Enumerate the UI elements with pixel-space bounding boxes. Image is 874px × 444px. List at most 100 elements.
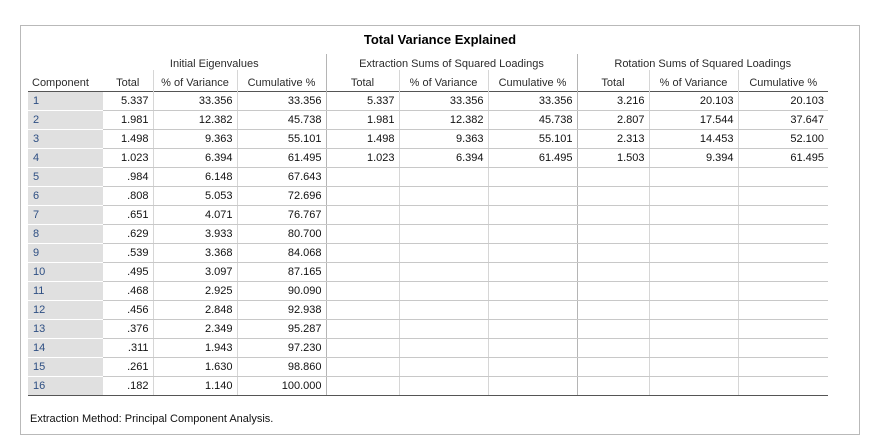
initial-cumulative-cell: 55.101 xyxy=(236,129,326,149)
initial-pct-variance-cell: 1.630 xyxy=(152,357,237,377)
extraction-cumulative-cell xyxy=(487,224,577,244)
extraction-cumulative-cell xyxy=(487,205,577,225)
extraction-pct-variance-cell xyxy=(398,243,488,263)
extraction-total-cell: 5.337 xyxy=(325,91,399,111)
initial-cumulative-cell: 100.000 xyxy=(236,376,326,396)
cumulative-header: Cumulative % xyxy=(737,70,828,92)
initial-pct-variance-cell: 33.356 xyxy=(152,91,237,111)
pct-variance-header: % of Variance xyxy=(152,70,237,92)
table-title: Total Variance Explained xyxy=(363,32,517,47)
table-row: 16.182 1.140 100.000 xyxy=(28,376,828,396)
rotation-total-cell xyxy=(576,262,649,282)
rotation-total-cell xyxy=(576,243,649,263)
output-table-panel: Total Variance Explained Initial Eigenva… xyxy=(20,25,860,435)
extraction-total-cell xyxy=(325,281,399,301)
extraction-total-cell: 1.981 xyxy=(325,110,399,130)
extraction-cumulative-cell xyxy=(487,262,577,282)
component-cell: 11 xyxy=(28,281,103,301)
table-row: 1 5.337 33.356 33.356 5.337 33.356 33.356 3.216… xyxy=(28,91,828,111)
rotation-pct-variance-cell xyxy=(648,376,738,396)
initial-total-cell: .376 xyxy=(103,319,153,339)
initial-pct-variance-cell: 2.349 xyxy=(152,319,237,339)
initial-pct-variance-cell: 6.148 xyxy=(152,167,237,187)
extraction-total-cell xyxy=(325,376,399,396)
extraction-cumulative-cell xyxy=(487,281,577,301)
rotation-cumulative-cell: 37.647 xyxy=(737,110,828,130)
initial-total-cell: .495 xyxy=(103,262,153,282)
initial-cumulative-cell: 98.860 xyxy=(236,357,326,377)
initial-cumulative-cell: 61.495 xyxy=(236,148,326,168)
component-cell: 5 xyxy=(28,167,103,187)
extraction-total-cell xyxy=(325,167,399,187)
initial-pct-variance-cell: 6.394 xyxy=(152,148,237,168)
rotation-total-cell xyxy=(576,205,649,225)
extraction-cumulative-cell xyxy=(487,319,577,339)
pct-variance-header: % of Variance xyxy=(648,70,738,92)
extraction-total-cell xyxy=(325,319,399,339)
rotation-total-cell xyxy=(576,281,649,301)
variance-table: Initial Eigenvalues Extraction Sums of S… xyxy=(28,54,828,396)
extraction-pct-variance-cell: 9.363 xyxy=(398,129,488,149)
rotation-pct-variance-cell xyxy=(648,319,738,339)
component-header: Component xyxy=(32,77,89,89)
initial-total-cell: .182 xyxy=(103,376,153,396)
component-cell: 3 xyxy=(28,129,103,149)
initial-pct-variance-cell: 3.933 xyxy=(152,224,237,244)
initial-eigenvalues-header: Initial Eigenvalues xyxy=(169,58,259,70)
cumulative-header: Cumulative % xyxy=(236,70,326,92)
initial-cumulative-cell: 72.696 xyxy=(236,186,326,206)
table-footnote: Extraction Method: Principal Component A… xyxy=(30,413,274,425)
initial-cumulative-cell: 90.090 xyxy=(236,281,326,301)
total-header: Total xyxy=(576,70,649,92)
extraction-cumulative-cell xyxy=(487,167,577,187)
initial-cumulative-cell: 33.356 xyxy=(236,91,326,111)
table-row: 3 1.498 9.363 55.101 1.498 9.363 55.101 2.313 14… xyxy=(28,129,828,149)
rotation-total-cell: 3.216 xyxy=(576,91,649,111)
extraction-pct-variance-cell: 33.356 xyxy=(398,91,488,111)
extraction-pct-variance-cell: 6.394 xyxy=(398,148,488,168)
initial-total-cell: .468 xyxy=(103,281,153,301)
extraction-pct-variance-cell xyxy=(398,300,488,320)
extraction-cumulative-cell xyxy=(487,376,577,396)
rotation-pct-variance-cell xyxy=(648,262,738,282)
table-row: 13.376 2.349 95.287 xyxy=(28,319,828,339)
initial-cumulative-cell: 76.767 xyxy=(236,205,326,225)
total-header: Total xyxy=(116,77,140,89)
extraction-total-cell xyxy=(325,243,399,263)
initial-pct-variance-cell: 1.943 xyxy=(152,338,237,358)
initial-total-cell: 1.498 xyxy=(103,129,153,149)
component-cell: 9 xyxy=(28,243,103,263)
extraction-cumulative-cell: 55.101 xyxy=(487,129,577,149)
table-row: 5.984 6.148 67.643 xyxy=(28,167,828,187)
rotation-cumulative-cell xyxy=(737,243,828,263)
rotation-pct-variance-cell xyxy=(648,338,738,358)
initial-total-cell: .651 xyxy=(103,205,153,225)
initial-pct-variance-cell: 3.097 xyxy=(152,262,237,282)
component-cell: 4 xyxy=(28,148,103,168)
rotation-pct-variance-cell: 20.103 xyxy=(648,91,738,111)
rotation-total-cell xyxy=(576,300,649,320)
initial-pct-variance-cell: 1.140 xyxy=(152,376,237,396)
rotation-pct-variance-cell xyxy=(648,205,738,225)
initial-cumulative-cell: 95.287 xyxy=(236,319,326,339)
extraction-pct-variance-cell xyxy=(398,224,488,244)
rotation-total-cell: 2.313 xyxy=(576,129,649,149)
rotation-total-cell xyxy=(576,357,649,377)
extraction-total-cell xyxy=(325,357,399,377)
initial-total-cell: .456 xyxy=(103,300,153,320)
extraction-cumulative-cell: 45.738 xyxy=(487,110,577,130)
rotation-cumulative-cell xyxy=(737,281,828,301)
blank-header-cell xyxy=(28,54,103,70)
rotation-total-cell xyxy=(576,224,649,244)
table-row: 2 1.981 12.382 45.738 1.981 12.382 45.738 2.807… xyxy=(28,110,828,130)
extraction-pct-variance-cell xyxy=(398,186,488,206)
initial-cumulative-cell: 92.938 xyxy=(236,300,326,320)
extraction-total-cell: 1.498 xyxy=(325,129,399,149)
extraction-total-cell xyxy=(325,300,399,320)
rotation-pct-variance-cell xyxy=(648,243,738,263)
rotation-pct-variance-cell: 14.453 xyxy=(648,129,738,149)
rotation-pct-variance-cell: 17.544 xyxy=(648,110,738,130)
rotation-total-cell: 1.503 xyxy=(576,148,649,168)
extraction-cumulative-cell xyxy=(487,338,577,358)
component-cell: 2 xyxy=(28,110,103,130)
